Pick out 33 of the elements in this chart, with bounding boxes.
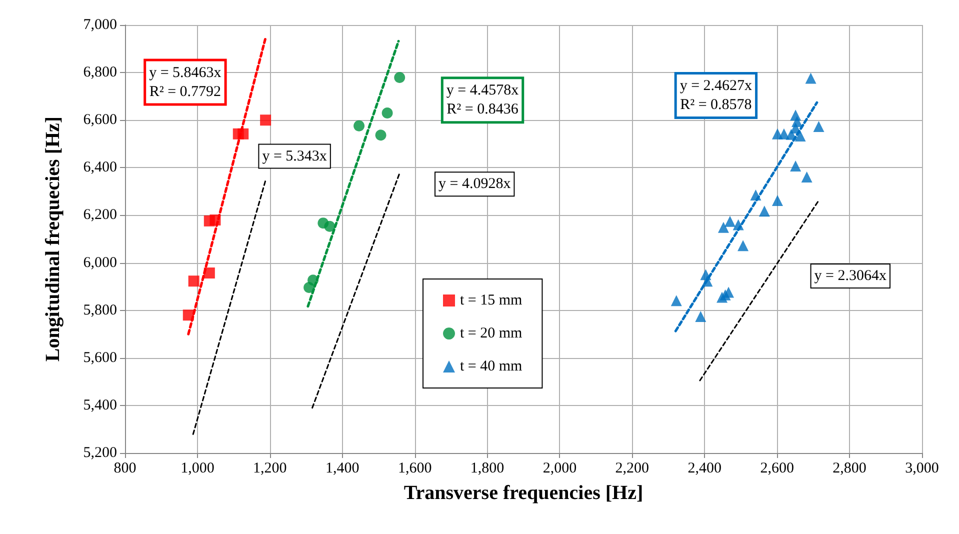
x-tick-label: 2,800 (832, 460, 866, 476)
x-tick-label: 1,400 (325, 460, 360, 476)
x-tick-label: 2,400 (688, 460, 722, 476)
text: y = 4.4578x R² = 0.8436 (446, 82, 520, 118)
text: y = 2.3064x (814, 268, 887, 284)
text: y = 2.4627x R² = 0.8578 (680, 78, 753, 114)
series-label: y = 5.8463x R² = 0.7792 (149, 64, 222, 100)
y-axis-title: Longitudinal frequecies [Hz] (42, 116, 64, 362)
legend-label: t = 15 mm (460, 292, 523, 308)
y-tick-label: 6,200 (83, 207, 117, 224)
x-tick-label: 1,000 (180, 460, 214, 476)
y-tick-label: 5,600 (83, 350, 117, 366)
y-tick-label: 6,000 (83, 254, 117, 271)
legend-label: t = 40 mm (460, 358, 523, 374)
x-tick-label: 800 (114, 460, 136, 476)
y-tick-label: 5,400 (83, 397, 117, 414)
x-tick-label: 2,200 (615, 460, 650, 476)
x-tick-label: 3,000 (905, 460, 939, 476)
text: y = 4.0928x (438, 176, 512, 192)
series-label: y = 5.343x (262, 148, 328, 164)
legend-label: t = 20 mm (460, 326, 523, 342)
y-tick-label: 6,600 (83, 112, 117, 128)
x-tick-label: 2,600 (760, 460, 794, 476)
x-axis-title: Transverse frequencies [Hz] (404, 482, 644, 504)
y-tick-label: 6,800 (83, 64, 117, 81)
x-tick-label: 1,800 (470, 460, 504, 476)
x-tick-label: 1,200 (253, 460, 287, 476)
y-tick-label: 5,200 (83, 445, 117, 461)
y-tick-label: 5,800 (83, 302, 117, 318)
x-tick-label: 2,000 (542, 460, 577, 476)
y-tick-label: 7,000 (83, 17, 117, 33)
y-tick-label: 6,400 (83, 160, 117, 176)
x-tick-label: 1,600 (398, 460, 432, 476)
